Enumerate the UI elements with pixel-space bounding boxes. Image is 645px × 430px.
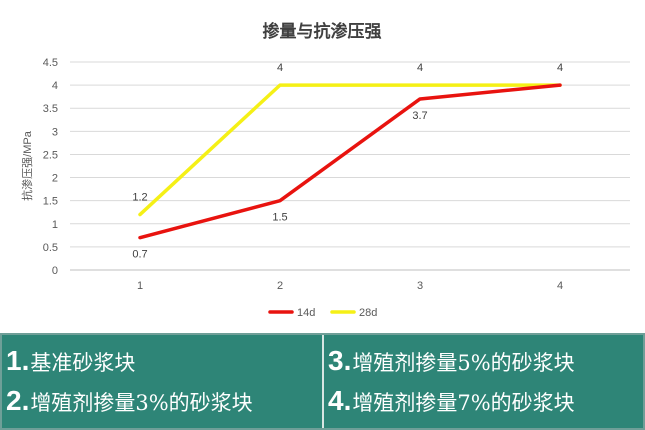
y-tick-label: 0.5 [43,242,58,254]
data-label-28d: 4 [277,62,283,74]
gridlines [70,61,630,271]
x-tick-label: 3 [417,280,423,292]
chart-title: 掺量与抗渗压强 [263,21,382,41]
chart-area: 掺量与抗渗压强 抗渗压强/MPa 0 0.5 1 1.5 2 2.5 3 3.5 4 4.5 1 2 3… [20,21,630,319]
y-axis-title: 抗渗压强/MPa [20,130,34,201]
x-tick-label: 1 [137,280,143,292]
sample-legend-left: 1.基准砂浆块 2.增殖剂掺量3%的砂浆块 [6,335,318,428]
y-tick-label: 1.5 [43,196,58,208]
data-labels: 0.7 1.5 3.7 4 1.2 4 4 [132,62,563,261]
sample-item-text: 增殖剂掺量3%的砂浆块 [30,391,253,415]
y-tick-label: 1 [52,219,58,231]
y-tick-label: 4 [52,80,58,92]
chart-legend: 14d 28d [268,307,377,319]
data-label-14d: 0.7 [132,249,147,261]
x-tick-label: 4 [557,280,563,292]
legend-label-14d: 14d [297,307,315,319]
axis-ticks: 0 0.5 1 1.5 2 2.5 3 3.5 4 4.5 1 2 3 4 [43,57,563,292]
y-tick-label: 2 [52,173,58,185]
data-label-28d: 1.2 [132,192,147,204]
sample-item-3: 3.增殖剂掺量5%的砂浆块 [328,341,640,381]
data-label-14d: 4 [557,62,563,74]
sample-item-2: 2.增殖剂掺量3%的砂浆块 [6,381,318,421]
data-label-14d: 1.5 [272,212,287,224]
sample-item-text: 增殖剂掺量7%的砂浆块 [352,391,575,415]
y-tick-label: 4.5 [43,57,58,69]
y-tick-label: 2.5 [43,149,58,161]
y-tick-label: 3.5 [43,103,58,115]
data-label-14d: 3.7 [412,110,427,122]
series-lines [138,83,562,240]
sample-item-4: 4.增殖剂掺量7%的砂浆块 [328,381,640,421]
series-line-28d [138,83,562,217]
line-chart: 掺量与抗渗压强 抗渗压强/MPa 0 0.5 1 1.5 2 2.5 3 3.5 4 4.5 1 2 3… [20,21,630,319]
sample-legend-panel: 1.基准砂浆块 2.增殖剂掺量3%的砂浆块 3.增殖剂掺量5%的砂浆块 4.增殖… [0,333,645,430]
series-line-14d [138,83,562,240]
y-tick-label: 3 [52,126,58,138]
sample-item-number: 3. [328,345,352,376]
sample-item-number: 1. [6,345,30,376]
x-tick-label: 2 [277,280,283,292]
data-label-28d: 4 [417,62,423,74]
sample-item-text: 基准砂浆块 [30,351,136,375]
sample-item-number: 2. [6,385,30,416]
legend-label-28d: 28d [359,307,377,319]
panel-divider [322,335,324,428]
sample-item-1: 1.基准砂浆块 [6,341,318,381]
sample-item-number: 4. [328,385,352,416]
y-tick-label: 0 [52,265,58,277]
sample-legend-right: 3.增殖剂掺量5%的砂浆块 4.增殖剂掺量7%的砂浆块 [328,335,640,428]
sample-item-text: 增殖剂掺量5%的砂浆块 [352,351,575,375]
